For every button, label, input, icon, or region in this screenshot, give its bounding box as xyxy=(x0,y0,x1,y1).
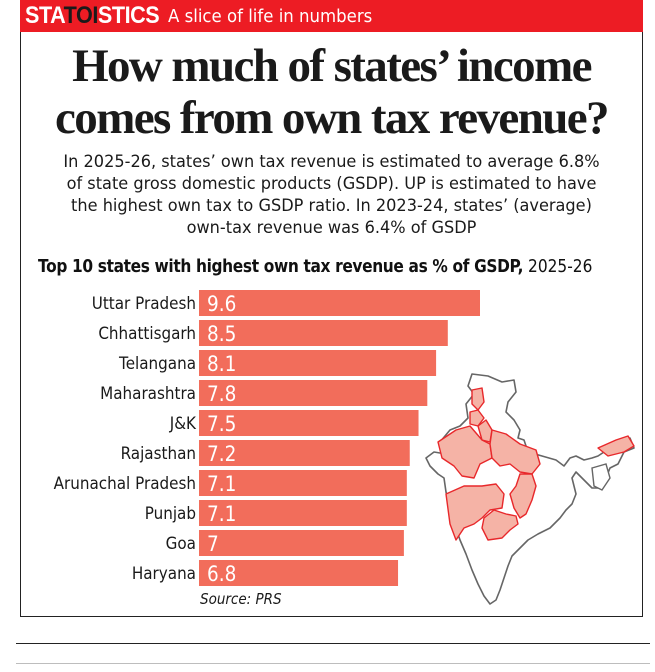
divider-line xyxy=(16,643,650,644)
headline-line-1: How much of states’ income xyxy=(72,40,592,92)
map-state-maharashtra xyxy=(445,483,505,541)
chart-title-main: Top 10 states with highest own tax reven… xyxy=(38,257,524,277)
brand-logo: STATOISTICS xyxy=(25,2,160,30)
india-map-icon xyxy=(425,373,635,605)
northeast-outline xyxy=(591,463,611,491)
deck-text: In 2025-26, states’ own tax revenue is e… xyxy=(20,151,643,239)
deck-line: own-tax revenue was 6.4% of GSDP xyxy=(186,218,477,238)
chart-frame xyxy=(20,32,643,617)
chart-title: Top 10 states with highest own tax reven… xyxy=(38,257,592,277)
deck-line: In 2025-26, states’ own tax revenue is e… xyxy=(63,152,600,172)
brand-suffix: STICS xyxy=(97,2,160,29)
map-state-arunachal xyxy=(597,435,635,457)
chart-title-year: 2025-26 xyxy=(528,257,593,277)
map-state-punjab xyxy=(469,409,485,427)
headline: How much of states’ income comes from ow… xyxy=(20,40,643,144)
source-note: Source: PRS xyxy=(200,590,282,608)
map-state-jk xyxy=(471,387,485,411)
map-state-telangana xyxy=(481,509,519,541)
deck-line: of state gross domestic products (GSDP).… xyxy=(66,174,597,194)
deck-line: the highest own tax to GSDP ratio. In 20… xyxy=(71,196,592,216)
headline-line-2: comes from own tax revenue? xyxy=(55,92,609,144)
header-banner: STATOISTICS A slice of life in numbers xyxy=(20,0,643,32)
map-state-rajasthan xyxy=(437,425,493,479)
brand-prefix: STA xyxy=(25,2,64,29)
map-state-chhattisgarh xyxy=(509,473,537,519)
divider-line xyxy=(16,663,650,664)
map-state-uttar-pradesh xyxy=(489,429,541,475)
tagline: A slice of life in numbers xyxy=(168,5,373,27)
brand-highlight: TOI xyxy=(63,2,99,29)
